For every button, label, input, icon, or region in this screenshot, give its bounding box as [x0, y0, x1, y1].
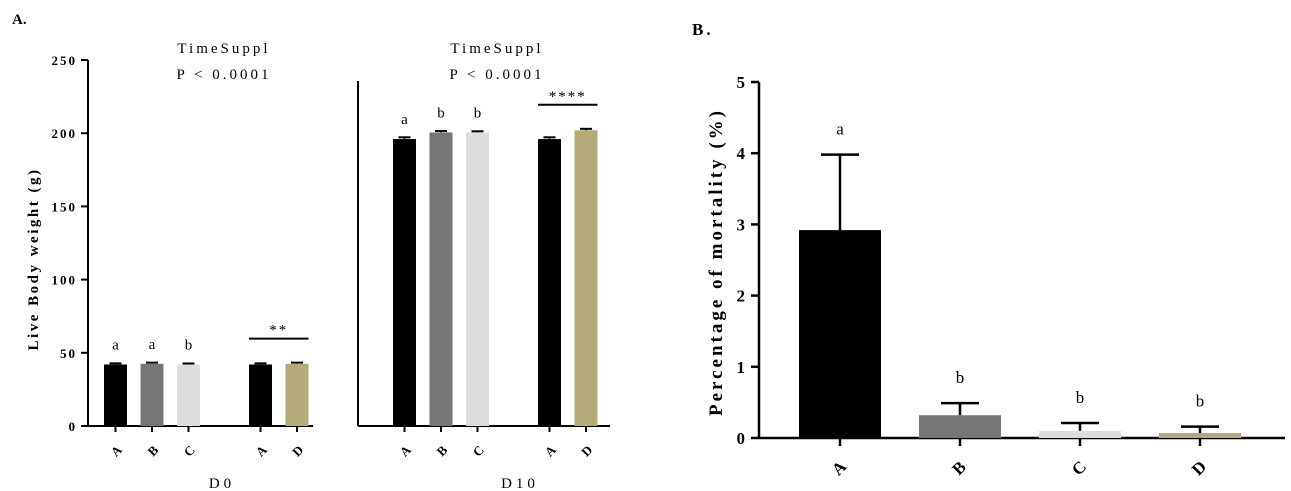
x-tick-label: A: [108, 442, 126, 460]
x-tick-label: D: [289, 442, 306, 459]
panel-b-label: B.: [692, 20, 714, 39]
significance-letter: b: [1196, 392, 1205, 411]
significance-stars: **: [269, 323, 288, 339]
y-tick-label: 100: [52, 273, 78, 288]
group-annotation-pvalue: P < 0.0001: [450, 67, 545, 83]
significance-letter: b: [956, 368, 965, 387]
group-annotation-title: TimeSuppl: [177, 41, 270, 57]
group-annotation-title: TimeSuppl: [450, 41, 543, 57]
x-tick-label: B: [144, 442, 161, 459]
x-tick-label: D: [1188, 457, 1210, 479]
bar: [104, 364, 127, 426]
bar: [1039, 430, 1121, 438]
x-tick-label: B: [948, 457, 969, 478]
bar: [393, 139, 416, 426]
bar: [429, 132, 453, 426]
x-tick-label: A: [542, 442, 560, 460]
bar: [177, 364, 200, 426]
bar: [1159, 433, 1241, 438]
y-tick-label: 3: [737, 215, 746, 234]
y-tick-label: 4: [737, 144, 746, 163]
bar: [285, 363, 309, 426]
panel-b-chart: 0 1 2 3 4 5 Aa Bb Cb Db: [737, 73, 1285, 480]
x-tick-label: C: [470, 442, 487, 459]
significance-letter: a: [149, 337, 156, 353]
significance-letter: b: [474, 105, 482, 121]
significance-letter: b: [1076, 388, 1085, 407]
bar: [538, 139, 561, 426]
bar: [466, 132, 489, 426]
x-tick-label: B: [433, 442, 450, 459]
y-tick-label: 200: [52, 126, 78, 141]
x-tick-label: A: [397, 442, 415, 460]
y-tick-label: 1: [737, 358, 746, 377]
x-tick-label: A: [253, 442, 271, 460]
y-tick-label: 150: [52, 199, 78, 214]
group-x-label: D10: [501, 476, 539, 491]
bar: [799, 230, 881, 438]
x-tick-label: D: [578, 442, 595, 459]
panel-a-chart: 0 50 100 150 200 250 TimeSuppl P < 0.0001 D0 Aa Ba…: [52, 41, 610, 491]
bar: [249, 364, 272, 426]
x-tick-label: A: [828, 457, 851, 480]
panel-b-y-axis-label: Percentage of mortality (%): [706, 108, 727, 416]
significance-letter: b: [437, 105, 445, 121]
y-tick-label: 2: [737, 287, 746, 306]
significance-letter: a: [401, 112, 408, 128]
x-tick-label: C: [1068, 457, 1090, 479]
panel-a-label: A.: [12, 12, 27, 28]
y-tick-label: 50: [60, 346, 77, 361]
panel-a-y-axis-label: Live Body weight (g): [26, 168, 42, 351]
bar: [140, 363, 164, 426]
significance-stars: ****: [549, 89, 587, 105]
y-tick-label: 0: [69, 419, 78, 434]
group-x-label: D0: [209, 476, 235, 491]
y-tick-label: 0: [737, 429, 746, 448]
significance-letter: a: [112, 338, 119, 354]
x-tick-label: C: [181, 442, 198, 459]
y-tick-label: 5: [737, 73, 746, 92]
significance-letter: b: [185, 338, 193, 354]
bar: [574, 130, 598, 426]
group-annotation-pvalue: P < 0.0001: [177, 67, 272, 83]
bar: [919, 415, 1001, 438]
significance-letter: a: [836, 120, 844, 139]
y-tick-label: 250: [52, 53, 78, 68]
